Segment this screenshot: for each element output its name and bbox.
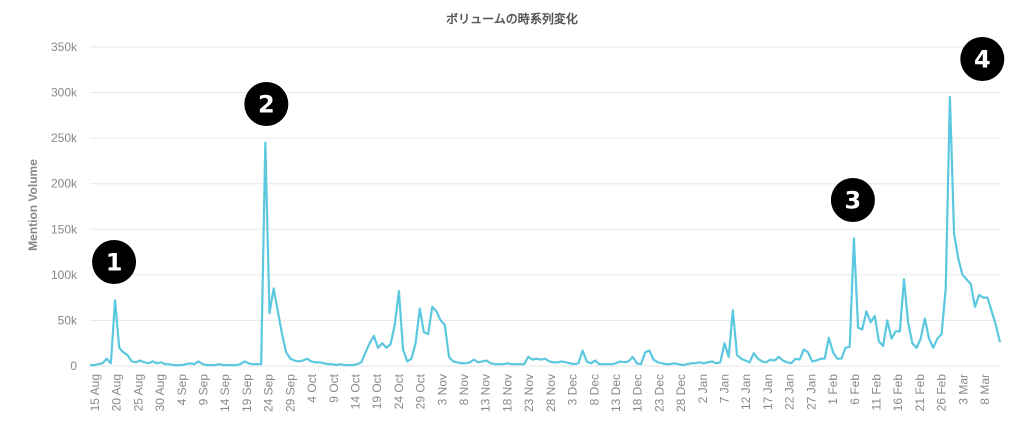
x-tick-label: 18 Dec: [631, 374, 645, 412]
x-tick-label: 9 Sep: [197, 374, 211, 406]
annotation-marker-label: 2: [258, 91, 275, 119]
x-tick-label: 24 Sep: [262, 374, 276, 412]
y-tick-label: 50k: [58, 313, 78, 327]
x-tick-label: 27 Jan: [804, 374, 818, 410]
x-tick-label: 11 Feb: [869, 374, 883, 411]
annotation-marker-circle: [92, 240, 137, 284]
y-tick-labels: 0 50k 100k 150k 200k 250k 300k 350k: [51, 40, 78, 373]
annotation-markers: 1 2 3 4: [92, 37, 1005, 284]
annotation-marker-label: 3: [845, 187, 862, 215]
grid-layer: [90, 46, 1000, 367]
x-tick-label: 24 Oct: [392, 373, 406, 409]
x-tick-label: 8 Nov: [457, 374, 471, 405]
x-tick-label: 3 Dec: [566, 374, 580, 405]
y-tick-label: 200k: [51, 177, 78, 191]
annotation-marker-label: 1: [106, 249, 123, 277]
annotation-marker-1: 1: [92, 240, 137, 284]
series-line-layer: [90, 96, 1002, 367]
annotation-marker-circle: [244, 82, 289, 126]
y-tick-label: 100k: [51, 268, 78, 282]
x-tick-label: 4 Oct: [305, 373, 319, 402]
x-tick-label: 21 Feb: [913, 374, 927, 412]
x-tick-label: 29 Oct: [414, 373, 428, 409]
x-tick-label: 19 Oct: [370, 373, 384, 409]
y-tick-label: 0: [70, 359, 77, 373]
x-tick-label: 12 Jan: [739, 374, 753, 410]
y-tick-label: 250k: [51, 131, 78, 145]
x-tick-label: 28 Dec: [674, 374, 688, 412]
annotation-marker-circle: [830, 178, 875, 222]
x-tick-labels: 15 Aug 20 Aug 25 Aug 30 Aug 4 Sep 9 Sep 14 Sep…: [88, 373, 992, 412]
x-tick-label: 17 Jan: [761, 374, 775, 410]
annotation-marker-3: 3: [830, 178, 875, 222]
x-tick-label: 22 Jan: [783, 374, 797, 410]
y-tick-label: 350k: [51, 40, 78, 54]
x-tick-label: 18 Nov: [500, 374, 514, 412]
x-tick-label: 13 Nov: [479, 374, 493, 412]
x-tick-label: 9 Oct: [327, 373, 341, 402]
x-tick-label: 23 Nov: [522, 374, 536, 412]
x-tick-label: 6 Feb: [848, 374, 862, 405]
x-tick-label: 8 Dec: [587, 374, 601, 405]
annotation-marker-4: 4: [960, 37, 1005, 81]
y-axis-label: Mention Volume: [26, 159, 40, 251]
x-tick-label: 4 Sep: [175, 374, 189, 406]
x-tick-label: 3 Mar: [956, 374, 970, 405]
x-tick-label: 19 Sep: [240, 374, 254, 412]
x-tick-label: 7 Jan: [718, 374, 732, 403]
x-tick-label: 14 Sep: [218, 374, 232, 412]
x-tick-label: 15 Aug: [88, 374, 102, 411]
x-tick-label: 23 Dec: [652, 374, 666, 412]
mention-volume-line: [90, 96, 1002, 367]
x-tick-label: 13 Dec: [609, 374, 623, 412]
annotation-marker-label: 4: [974, 46, 991, 74]
x-tick-label: 14 Oct: [348, 373, 362, 409]
annotation-marker-2: 2: [244, 82, 289, 126]
annotation-marker-circle: [960, 37, 1005, 81]
x-tick-label: 26 Feb: [935, 374, 949, 412]
x-tick-label: 28 Nov: [544, 374, 558, 412]
x-tick-label: 8 Mar: [978, 374, 992, 405]
x-tick-label: 16 Feb: [891, 374, 905, 412]
x-tick-label: 29 Sep: [283, 374, 297, 412]
x-tick-label: 25 Aug: [131, 374, 145, 411]
x-tick-label: 2 Jan: [696, 374, 710, 403]
x-tick-label: 30 Aug: [153, 374, 167, 411]
x-tick-label: 3 Nov: [435, 374, 449, 405]
y-tick-label: 150k: [51, 222, 78, 236]
x-tick-label: 20 Aug: [110, 374, 124, 411]
x-tick-label: 1 Feb: [826, 374, 840, 405]
chart-title: ボリュームの時系列変化: [446, 11, 578, 26]
y-tick-label: 300k: [51, 86, 78, 100]
